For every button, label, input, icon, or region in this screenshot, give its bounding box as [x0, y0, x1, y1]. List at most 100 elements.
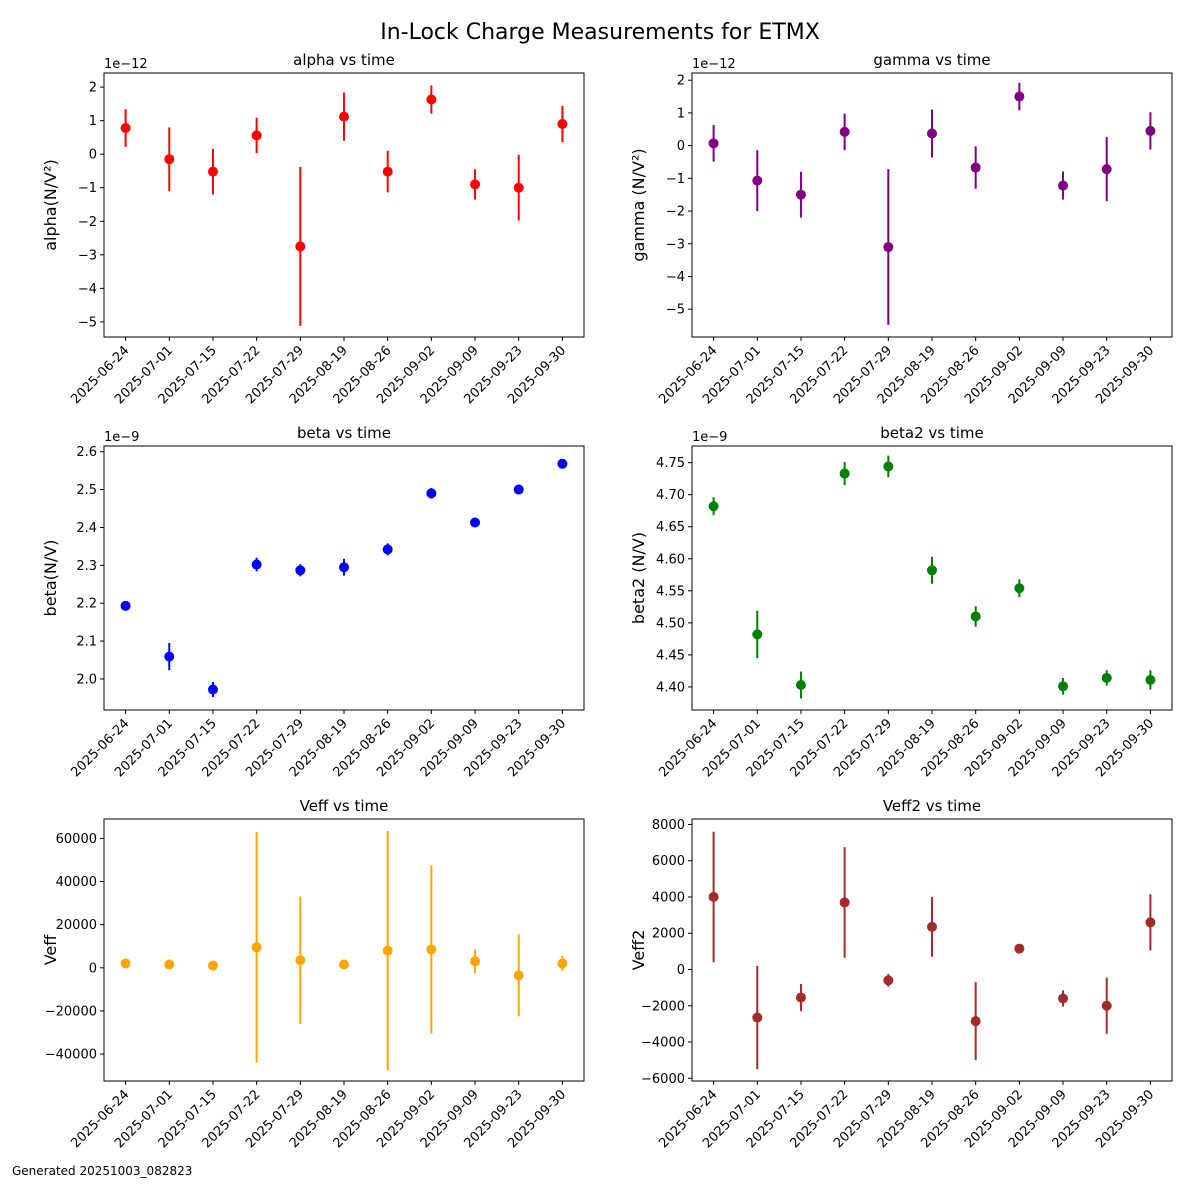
- chart-gamma: gamma vs time 1e−12 gamma (N/V²) −5 −4 −3 −2 −1…: [629, 51, 1173, 407]
- y-tick-label: 4.50: [656, 616, 685, 631]
- y-tick-label: −5: [78, 315, 97, 330]
- y-tick-label: 8000: [652, 818, 685, 833]
- axis-scale-label: 1e−12: [104, 57, 148, 72]
- data-point: [839, 897, 850, 908]
- chart-alpha: alpha vs time 1e−12 alpha(N/V²) −5 −4 −3 −2 −1 0…: [41, 51, 585, 407]
- data-point: [207, 166, 218, 177]
- y-tick-label: −6000: [641, 1072, 685, 1087]
- data-point: [795, 189, 806, 200]
- data-point: [164, 959, 175, 970]
- data-point: [970, 162, 981, 173]
- y-tick-label: 2.3: [76, 559, 97, 574]
- data-point: [1014, 943, 1025, 954]
- data-point: [295, 955, 306, 966]
- data-point: [295, 565, 306, 576]
- data-point: [1014, 91, 1025, 102]
- y-tick-label: −1: [666, 172, 685, 187]
- data-point: [470, 956, 481, 967]
- chart-title: beta2 vs time: [880, 424, 983, 442]
- data-point: [339, 959, 349, 970]
- chart-title: Veff vs time: [300, 797, 389, 815]
- y-tick-label: 2.1: [76, 635, 97, 650]
- data-point: [927, 565, 937, 576]
- data-point: [970, 611, 981, 622]
- data-point: [339, 111, 349, 122]
- y-tick-label: −2: [666, 205, 685, 220]
- data-point: [708, 891, 719, 902]
- y-tick-label: −20000: [45, 1004, 97, 1019]
- data-point: [1058, 681, 1069, 692]
- y-tick-label: −3: [666, 237, 685, 252]
- y-tick-label: 40000: [56, 875, 97, 890]
- axes-frame: [103, 818, 585, 1082]
- y-tick-label: −4000: [641, 1036, 685, 1051]
- y-tick-label: −4: [78, 282, 97, 297]
- y-tick-label: 4.70: [656, 488, 685, 503]
- data-point: [1145, 917, 1156, 928]
- y-tick-label: 0: [89, 148, 97, 163]
- y-axis-label: beta2 (N/V): [629, 532, 648, 624]
- y-tick-label: 4000: [652, 890, 685, 905]
- data-point: [883, 461, 894, 472]
- data-point: [970, 1016, 981, 1027]
- data-point: [883, 975, 894, 986]
- y-axis-label: beta(N/V): [41, 540, 60, 617]
- data-point: [207, 684, 218, 695]
- chart-title: alpha vs time: [293, 51, 395, 69]
- data-point: [382, 544, 393, 555]
- y-tick-label: −2000: [641, 999, 685, 1014]
- y-tick-label: 4.75: [656, 456, 685, 471]
- data-point: [557, 958, 568, 969]
- y-tick-label: 6000: [652, 854, 685, 869]
- data-point: [120, 600, 131, 611]
- data-point: [251, 130, 262, 141]
- y-axis-label: Veff2: [629, 930, 648, 971]
- data-point: [927, 921, 937, 932]
- chart-title: Veff2 vs time: [883, 797, 981, 815]
- y-axis-label: Veff: [41, 934, 60, 966]
- y-tick-label: 2.0: [76, 672, 97, 687]
- y-tick-label: 2: [89, 81, 97, 96]
- y-tick-label: 4.40: [656, 680, 685, 695]
- data-point: [382, 166, 393, 177]
- data-point: [164, 154, 175, 165]
- y-tick-label: −2: [78, 215, 97, 230]
- data-point: [795, 680, 806, 691]
- y-tick-label: 2.6: [76, 445, 97, 460]
- chart-veff: Veff vs time Veff −40000 −20000 0 20000 40000 6…: [41, 797, 585, 1151]
- y-axis-label: alpha(N/V²): [41, 159, 60, 251]
- generated-footer: Generated 20251003_082823: [12, 1164, 193, 1178]
- y-tick-label: −1: [78, 181, 97, 196]
- data-point: [120, 123, 131, 134]
- chart-title: gamma vs time: [873, 51, 990, 69]
- y-tick-label: 2000: [652, 927, 685, 942]
- axes-frame: [103, 445, 585, 711]
- y-tick-label: 1: [89, 114, 97, 129]
- data-point: [708, 501, 719, 512]
- y-tick-label: −5: [666, 303, 685, 318]
- data-point: [251, 559, 262, 570]
- data-point: [164, 651, 175, 662]
- chart-beta: beta vs time 1e−9 beta(N/V) 2.0 2.1 2.2 2.3 2.4…: [41, 424, 585, 780]
- data-point: [120, 958, 131, 969]
- y-tick-label: 0: [677, 963, 685, 978]
- axis-scale-label: 1e−12: [692, 57, 736, 72]
- axis-scale-label: 1e−9: [692, 430, 727, 445]
- data-point: [1145, 125, 1156, 136]
- data-point: [1101, 164, 1112, 175]
- data-point: [295, 241, 306, 252]
- data-point: [557, 118, 568, 129]
- y-tick-label: −4: [666, 270, 685, 285]
- chart-beta2: beta2 vs time 1e−9 beta2 (N/V) 4.40 4.45 4.50…: [629, 424, 1173, 780]
- data-point: [839, 126, 850, 137]
- y-tick-label: −3: [78, 248, 97, 263]
- y-tick-label: 20000: [56, 918, 97, 933]
- y-tick-label: −40000: [45, 1048, 97, 1063]
- data-point: [513, 484, 524, 495]
- data-point: [795, 992, 806, 1003]
- y-tick-label: 2: [677, 74, 685, 89]
- data-point: [513, 970, 524, 981]
- data-point: [1058, 993, 1069, 1004]
- data-point: [1058, 180, 1069, 191]
